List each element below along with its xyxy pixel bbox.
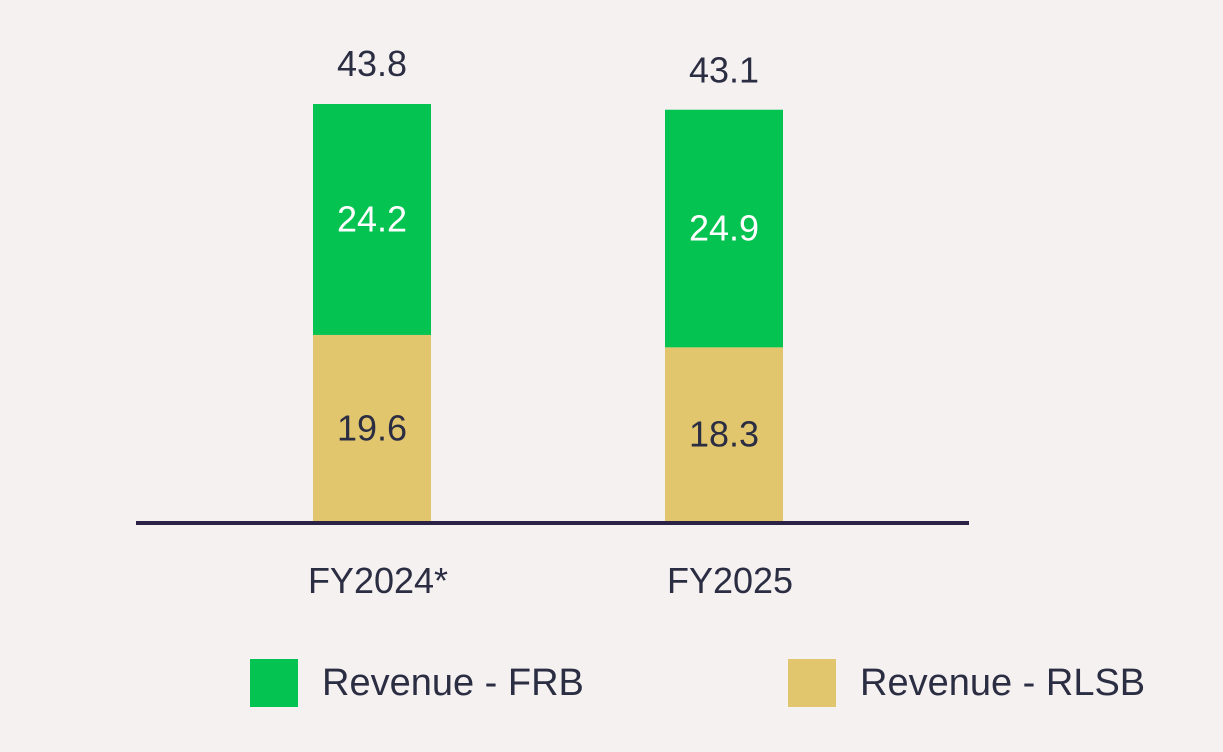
legend-item-rlsb: Revenue - RLSB [788,659,1145,707]
total-value-label: 43.1 [689,50,759,91]
bar-segment [313,334,431,522]
legend-label-frb: Revenue - FRB [322,661,584,704]
legend-swatch-rlsb [788,659,836,707]
x-tick-label: FY2025 [667,560,793,601]
bar-segment [313,104,431,335]
segment-value-label: 19.6 [337,407,407,448]
segment-value-label: 24.2 [337,198,407,239]
segment-value-label: 24.9 [689,208,759,249]
total-value-label: 43.8 [337,43,407,84]
x-tick-label: FY2024* [308,560,448,601]
legend-label-rlsb: Revenue - RLSB [860,661,1146,704]
bar-segment [665,109,783,348]
legend-item-frb: Revenue - FRB [250,659,584,707]
bar-segment [665,347,783,522]
segment-value-label: 18.3 [689,414,759,455]
legend-swatch-frb [250,659,298,707]
